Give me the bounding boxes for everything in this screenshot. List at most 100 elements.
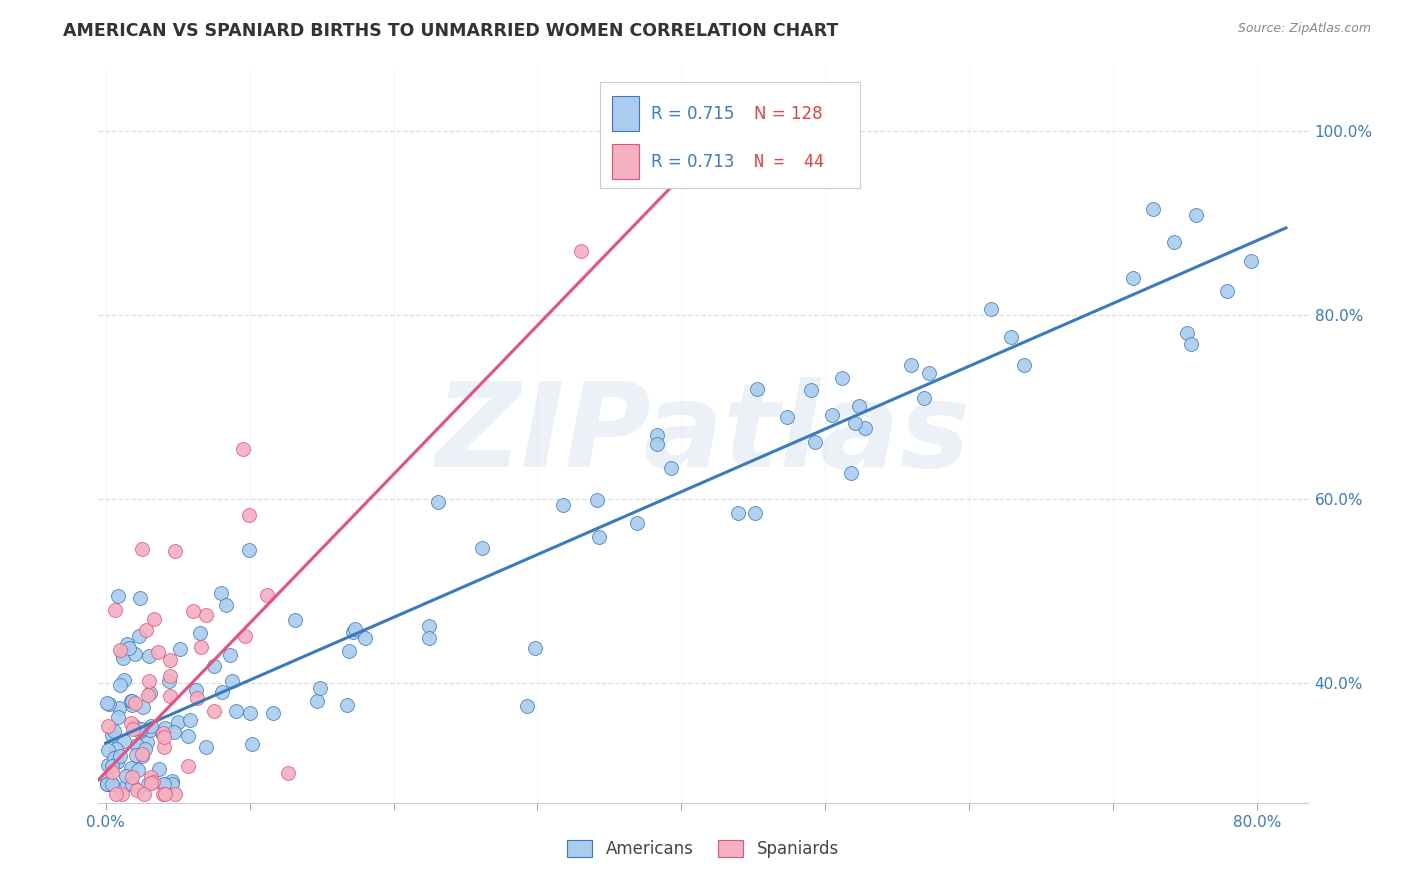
Point bbox=[659, 460, 682, 475]
Point bbox=[96, 777, 118, 791]
Point bbox=[103, 724, 125, 739]
Point bbox=[427, 495, 450, 509]
Point bbox=[153, 787, 176, 801]
Point bbox=[146, 644, 169, 658]
Point bbox=[112, 734, 135, 748]
Point bbox=[418, 631, 440, 645]
Point bbox=[202, 658, 225, 673]
Point bbox=[551, 498, 574, 512]
Point bbox=[97, 758, 120, 772]
Point bbox=[139, 686, 162, 700]
Point bbox=[165, 544, 187, 558]
Point bbox=[337, 644, 360, 658]
Point bbox=[160, 773, 183, 788]
Point bbox=[101, 764, 124, 779]
Point bbox=[233, 629, 256, 643]
Point bbox=[112, 673, 135, 688]
Point bbox=[105, 756, 128, 770]
Point bbox=[111, 646, 134, 660]
Point bbox=[129, 723, 152, 737]
Point bbox=[186, 691, 208, 706]
Point bbox=[277, 766, 299, 780]
Point bbox=[115, 769, 138, 783]
Point bbox=[141, 770, 163, 784]
Point bbox=[118, 641, 141, 656]
Point bbox=[645, 436, 668, 450]
Point bbox=[96, 772, 118, 786]
Point bbox=[343, 622, 366, 636]
Point bbox=[900, 358, 922, 372]
Point bbox=[184, 682, 207, 697]
Point bbox=[159, 690, 181, 704]
Point bbox=[135, 623, 157, 637]
Point bbox=[141, 774, 163, 789]
Point bbox=[163, 725, 186, 739]
Point bbox=[853, 420, 876, 434]
Point bbox=[97, 777, 120, 791]
Point bbox=[157, 673, 180, 688]
Point bbox=[190, 625, 212, 640]
Point bbox=[918, 366, 941, 380]
Point bbox=[125, 738, 148, 752]
Point bbox=[238, 543, 260, 558]
Point bbox=[626, 516, 648, 531]
Point bbox=[108, 642, 131, 657]
Point bbox=[744, 507, 766, 521]
Point bbox=[152, 726, 174, 740]
Point bbox=[139, 776, 162, 790]
Point bbox=[121, 722, 143, 736]
Point bbox=[309, 681, 332, 696]
Point bbox=[124, 747, 146, 762]
Point bbox=[101, 777, 124, 791]
Point bbox=[336, 698, 359, 713]
Point bbox=[122, 719, 145, 733]
Point bbox=[153, 777, 176, 791]
Point bbox=[132, 787, 155, 801]
Point bbox=[167, 715, 190, 730]
Point bbox=[262, 706, 284, 721]
Point bbox=[1240, 254, 1263, 268]
Point bbox=[169, 642, 191, 657]
Point bbox=[115, 777, 138, 791]
Point bbox=[101, 728, 124, 742]
Point bbox=[124, 647, 146, 661]
Text: ZIPatlas: ZIPatlas bbox=[436, 377, 970, 492]
Point bbox=[159, 669, 181, 683]
Point bbox=[96, 777, 118, 791]
Point bbox=[111, 787, 134, 801]
Point bbox=[160, 777, 183, 791]
Point bbox=[177, 729, 200, 743]
Point bbox=[238, 508, 260, 522]
Point bbox=[645, 428, 668, 442]
Point bbox=[418, 619, 440, 633]
Point bbox=[727, 506, 749, 520]
Point bbox=[138, 674, 160, 689]
Point bbox=[141, 719, 163, 733]
Point bbox=[588, 530, 610, 544]
Point bbox=[1185, 207, 1208, 221]
Text: R = 0.713: R = 0.713 bbox=[651, 153, 734, 170]
Point bbox=[136, 689, 159, 703]
Point bbox=[124, 696, 146, 710]
Point bbox=[100, 777, 122, 791]
Text: AMERICAN VS SPANIARD BIRTHS TO UNMARRIED WOMEN CORRELATION CHART: AMERICAN VS SPANIARD BIRTHS TO UNMARRIED… bbox=[63, 22, 838, 40]
Point bbox=[121, 694, 143, 708]
Point bbox=[194, 739, 217, 754]
Point bbox=[128, 629, 150, 643]
Point bbox=[745, 382, 768, 396]
Point bbox=[225, 704, 247, 718]
Point bbox=[104, 787, 127, 801]
Point bbox=[153, 739, 176, 754]
Point bbox=[100, 759, 122, 773]
Point bbox=[152, 787, 174, 801]
Point bbox=[1180, 336, 1202, 351]
Point bbox=[112, 650, 135, 665]
Point bbox=[179, 713, 201, 727]
Bar bbox=[613, 144, 638, 179]
Point bbox=[131, 542, 153, 557]
Point bbox=[1000, 330, 1022, 344]
Point bbox=[101, 777, 124, 791]
Text: R = 0.715: R = 0.715 bbox=[651, 104, 734, 122]
Text: Source: ZipAtlas.com: Source: ZipAtlas.com bbox=[1237, 22, 1371, 36]
Point bbox=[150, 726, 173, 740]
